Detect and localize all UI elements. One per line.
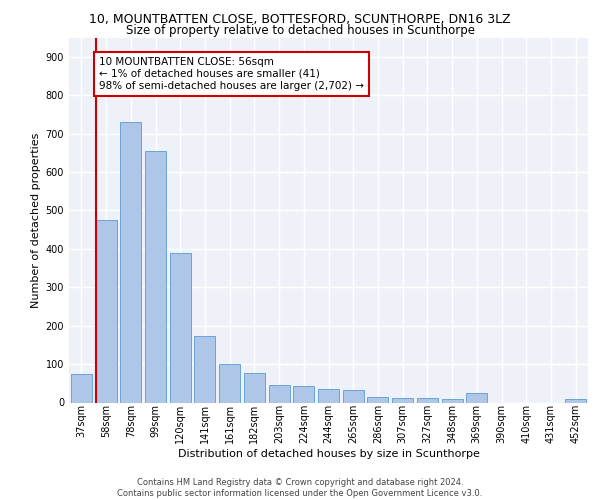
Y-axis label: Number of detached properties: Number of detached properties: [31, 132, 41, 308]
Bar: [318, 389, 339, 402]
Bar: [343, 390, 364, 402]
Bar: [565, 398, 586, 402]
Bar: [293, 386, 314, 402]
X-axis label: Distribution of detached houses by size in Scunthorpe: Distribution of detached houses by size …: [178, 449, 479, 459]
Bar: [71, 374, 92, 402]
Bar: [219, 364, 240, 403]
Bar: [269, 385, 290, 402]
Bar: [392, 398, 413, 402]
Bar: [120, 122, 141, 402]
Text: Size of property relative to detached houses in Scunthorpe: Size of property relative to detached ho…: [125, 24, 475, 37]
Bar: [442, 400, 463, 402]
Bar: [145, 151, 166, 403]
Bar: [194, 336, 215, 402]
Text: 10 MOUNTBATTEN CLOSE: 56sqm
← 1% of detached houses are smaller (41)
98% of semi: 10 MOUNTBATTEN CLOSE: 56sqm ← 1% of deta…: [99, 58, 364, 90]
Bar: [367, 396, 388, 402]
Bar: [466, 393, 487, 402]
Bar: [417, 398, 438, 402]
Bar: [244, 372, 265, 402]
Text: 10, MOUNTBATTEN CLOSE, BOTTESFORD, SCUNTHORPE, DN16 3LZ: 10, MOUNTBATTEN CLOSE, BOTTESFORD, SCUNT…: [89, 12, 511, 26]
Text: Contains HM Land Registry data © Crown copyright and database right 2024.
Contai: Contains HM Land Registry data © Crown c…: [118, 478, 482, 498]
Bar: [95, 220, 116, 402]
Bar: [170, 252, 191, 402]
